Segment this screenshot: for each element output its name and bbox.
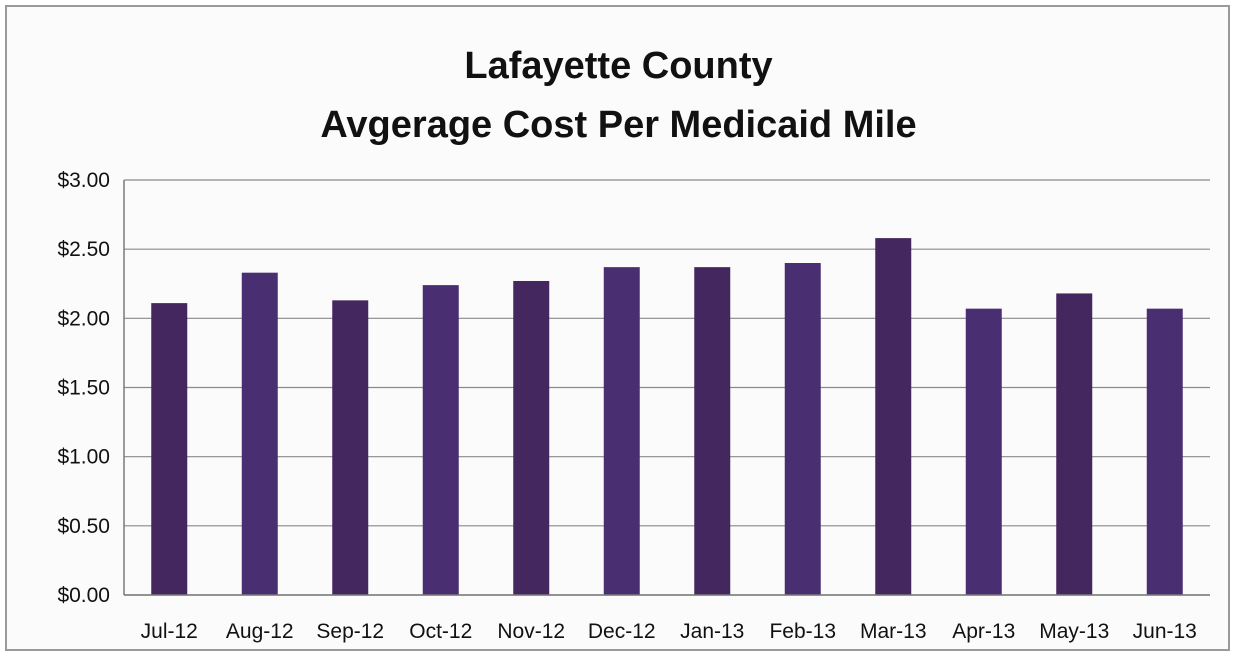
x-tick-label: Jul-12	[141, 620, 198, 643]
x-tick-label: Jan-13	[680, 620, 744, 643]
x-tick-label: Nov-12	[497, 620, 565, 643]
x-tick-label: May-13	[1039, 620, 1109, 643]
bar	[603, 267, 640, 595]
x-tick-label: Feb-13	[769, 620, 836, 643]
bar	[241, 272, 278, 595]
bars	[151, 238, 1183, 595]
x-tick-label: Jun-13	[1133, 620, 1197, 643]
y-tick-label: $1.50	[57, 377, 110, 400]
x-tick-label: Dec-12	[588, 620, 656, 643]
x-axis-ticks: Jul-12 Aug-12 Sep-12 Oct-12 Nov-12 Dec-12 Jan-…	[141, 620, 1197, 643]
x-tick-label: Mar-13	[860, 620, 927, 643]
bar	[875, 238, 912, 595]
x-tick-label: Sep-12	[316, 620, 384, 643]
bar	[151, 303, 188, 595]
bar	[422, 285, 459, 595]
y-tick-label: $0.00	[57, 584, 110, 607]
y-tick-label: $2.50	[57, 238, 110, 261]
x-tick-label: Aug-12	[226, 620, 294, 643]
x-tick-label: Apr-13	[952, 620, 1015, 643]
bar	[1056, 293, 1093, 595]
bar	[965, 308, 1002, 595]
bar	[513, 280, 550, 595]
bar	[694, 267, 731, 595]
y-tick-label: $0.50	[57, 515, 110, 538]
y-tick-label: $2.00	[57, 307, 110, 330]
bar	[332, 300, 369, 595]
chart-title-line-2: Avgerage Cost Per Medicaid Mile	[320, 104, 917, 146]
bar	[1146, 308, 1183, 595]
y-tick-label: $3.00	[57, 169, 110, 192]
y-tick-label: $1.00	[57, 446, 110, 469]
x-tick-label: Oct-12	[409, 620, 472, 643]
chart-title-line-1: Lafayette County	[464, 45, 773, 87]
bar	[784, 263, 821, 595]
y-axis-ticks: $0.00 $0.50 $1.00 $1.50 $2.00 $2.50 $3.00	[57, 169, 110, 607]
gridlines	[124, 179, 1210, 596]
